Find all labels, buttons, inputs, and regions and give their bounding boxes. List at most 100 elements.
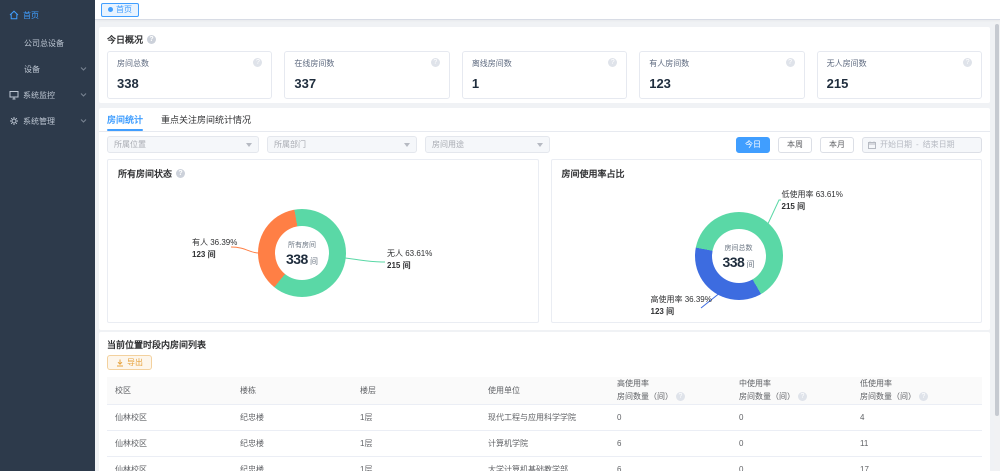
charts-row: 所有房间状态 所有房间 338 间 — [107, 159, 982, 323]
cell-campus: 仙林校区 — [115, 439, 147, 448]
cell-low: 17 — [860, 465, 869, 471]
info-icon[interactable] — [785, 58, 795, 67]
cell-low: 4 — [860, 413, 865, 422]
sidebar-item-home[interactable]: 首页 — [0, 0, 95, 30]
pie-label-empty: 无人 63.61% 215 间 — [387, 249, 433, 270]
filter-row: 所属位置 所属部门 房间用途 今日 本周 本月 — [107, 136, 982, 153]
donut-center: 房间总数 338 间 — [711, 229, 766, 283]
date-separator: - — [916, 140, 919, 149]
info-icon[interactable] — [798, 392, 807, 402]
export-button[interactable]: 导出 — [107, 355, 152, 370]
section-title: 今日概况 — [107, 35, 144, 45]
overview-panel: 今日概况 房间总数 338 在线房间数 337 离线房间数 1 — [99, 27, 990, 103]
monitor-icon — [9, 91, 19, 100]
donut-center: 所有房间 338 间 — [275, 226, 329, 280]
chevron-down-icon — [80, 67, 87, 71]
tab-home[interactable]: 首页 — [101, 2, 139, 17]
home-icon — [9, 10, 19, 20]
info-icon[interactable] — [430, 58, 440, 67]
today-button[interactable]: 今日 — [736, 136, 770, 153]
stat-card-offline-rooms: 离线房间数 1 — [461, 51, 628, 99]
stat-card-occupied-rooms: 有人房间数 123 — [639, 51, 805, 99]
cell-high: 0 — [617, 413, 622, 422]
this-month-button[interactable]: 本月 — [820, 136, 854, 153]
cell-building: 纪忠楼 — [240, 465, 264, 471]
chevron-down-icon — [80, 93, 87, 97]
sidebar-item-label: 公司总设备 — [24, 38, 64, 48]
section-title: 当前位置时段内房间列表 — [107, 340, 207, 350]
chevron-down-icon — [80, 119, 87, 123]
chevron-down-icon — [404, 142, 410, 147]
main-area: 首页 今日概况 房间总数 338 在线房间数 337 — [95, 0, 1000, 471]
tab-label: 首页 — [116, 5, 132, 14]
col-using-unit: 使用单位 — [480, 376, 609, 405]
chart-title-row: 房间使用率占比 — [561, 169, 625, 179]
tabbar: 首页 — [95, 0, 1000, 20]
stat-value: 215 — [826, 76, 849, 91]
cell-floor: 1层 — [360, 413, 373, 422]
cell-unit: 现代工程与应用科学学院 — [488, 413, 576, 422]
info-icon[interactable] — [147, 35, 157, 44]
info-icon[interactable] — [676, 392, 685, 402]
cell-mid: 0 — [739, 413, 744, 422]
table-header-row: 校区 楼栋 楼层 使用单位 高使用率 房间数量（间） 中使用率 房间数量（间） — [107, 376, 982, 405]
cell-high: 6 — [617, 465, 622, 471]
department-select[interactable]: 所属部门 — [267, 136, 417, 153]
sidebar-item-devices[interactable]: 设备 — [0, 56, 95, 82]
download-icon — [117, 359, 123, 366]
info-icon[interactable] — [176, 169, 186, 178]
sidebar-item-company-devices[interactable]: 公司总设备 — [0, 30, 95, 56]
table-row[interactable]: 仙林校区 纪忠楼 1层 大学计算机基础教学部 6 0 17 — [107, 456, 982, 471]
tab-room-statistics[interactable]: 房间统计 — [107, 108, 144, 132]
sidebar-item-system-settings[interactable]: 系统管理 — [0, 108, 95, 134]
stat-value: 1 — [471, 76, 480, 91]
sidebar: 首页 公司总设备 设备 系统监控 系统管理 — [0, 0, 95, 471]
scrollbar-thumb[interactable] — [995, 24, 999, 416]
stat-label: 无人房间数 — [826, 59, 867, 68]
statistics-panel: 房间统计 重点关注房间统计情况 所属位置 所属部门 房间用途 — [99, 108, 990, 330]
tab-key-room-statistics[interactable]: 重点关注房间统计情况 — [161, 115, 252, 125]
col-floor: 楼层 — [352, 376, 480, 405]
stat-label: 在线房间数 — [294, 59, 335, 68]
table-row[interactable]: 仙林校区 纪忠楼 1层 计算机学院 6 0 11 — [107, 430, 982, 457]
chevron-down-icon — [246, 142, 252, 147]
info-icon[interactable] — [919, 392, 928, 402]
gear-icon — [10, 117, 18, 125]
chevron-down-icon — [537, 142, 543, 147]
room-list-panel: 当前位置时段内房间列表 导出 校区 楼栋 楼层 使用单位 高使用 — [99, 332, 990, 471]
statistics-tabs: 房间统计 重点关注房间统计情况 — [99, 108, 990, 132]
this-week-button[interactable]: 本周 — [778, 136, 812, 153]
cell-mid: 0 — [739, 439, 744, 448]
col-mid-usage: 中使用率 房间数量（间） — [731, 376, 852, 405]
sidebar-item-system-monitor[interactable]: 系统监控 — [0, 82, 95, 108]
date-range-picker[interactable]: 开始日期 - 结束日期 — [862, 136, 982, 153]
chart-all-room-status: 所有房间状态 所有房间 338 间 — [107, 159, 539, 323]
scrollbar — [994, 20, 1000, 471]
cell-unit: 大学计算机基础教学部 — [488, 465, 568, 471]
cell-campus: 仙林校区 — [115, 413, 147, 422]
cell-unit: 计算机学院 — [488, 439, 528, 448]
chart-usage-rate: 房间使用率占比 房间总数 338 间 — [550, 159, 982, 323]
col-building: 楼栋 — [232, 376, 352, 405]
overview-title-row: 今日概况 — [99, 27, 990, 46]
stat-value: 123 — [649, 76, 671, 91]
cell-floor: 1层 — [360, 439, 373, 448]
chart-title-row: 所有房间状态 — [108, 160, 538, 180]
room-usage-select[interactable]: 房间用途 — [425, 136, 550, 153]
info-icon[interactable] — [253, 58, 263, 67]
info-icon[interactable] — [963, 58, 973, 67]
room-list-title-row: 当前位置时段内房间列表 — [99, 332, 990, 351]
info-icon[interactable] — [608, 58, 618, 67]
active-dot-icon — [108, 7, 113, 12]
table-row[interactable]: 仙林校区 纪忠楼 1层 现代工程与应用科学学院 0 0 4 — [107, 404, 982, 431]
pie-label-high-usage: 高使用率 36.39% 123 间 — [650, 295, 712, 316]
location-select[interactable]: 所属位置 — [107, 136, 259, 153]
sidebar-item-label: 系统监控 — [23, 90, 55, 100]
donut-chart: 所有房间 338 间 — [258, 209, 346, 297]
cell-low: 11 — [860, 439, 869, 448]
donut-chart: 房间总数 338 间 — [694, 212, 783, 300]
pie-label-occupied: 有人 36.39% 123 间 — [192, 238, 238, 259]
cell-campus: 仙林校区 — [115, 465, 147, 471]
calendar-icon — [868, 141, 876, 149]
